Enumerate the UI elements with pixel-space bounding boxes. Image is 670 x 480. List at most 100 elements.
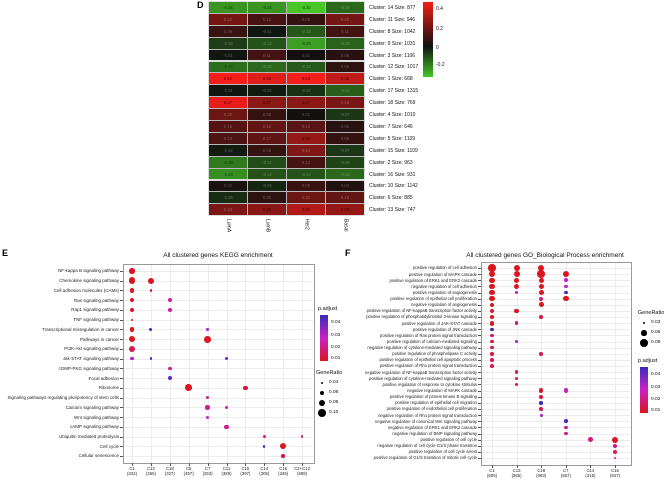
category-label: positive regulation of ERK1 and ERK2 cas… [389,277,477,283]
axis-tick [492,465,493,468]
enrichment-dot [489,277,495,283]
generatio-legend-label: 0.04 [329,380,339,385]
category-label: negative regulation of ERK1 and ERK2 cas… [387,424,477,430]
gridline [482,335,630,337]
axis-tick [120,417,123,419]
enrichment-dot [564,290,568,295]
axis-tick [615,465,616,468]
heatmap-cell: 0.23 [326,97,364,109]
heatmap-cluster-label: Cluster: 7 Size: 646 [369,123,413,130]
category-label: positive regulation of epithelial cell p… [390,296,477,302]
gridline [124,300,313,302]
category-label: positive regulation of response to cytok… [382,381,477,387]
enrichment-dot [168,366,172,371]
heatmap-cluster-label: Cluster: 5 Size: 1109 [369,135,416,142]
axis-tick [478,384,481,386]
axis-tick [478,366,481,368]
heatmap-cell: 0.53 [287,73,325,85]
enrichment-dot [564,278,568,283]
heatmap-cluster-label: Cluster: 11 Size: 946 [369,16,416,23]
heatmap-cell: 0.04 [326,180,364,192]
enrichment-dot [206,415,210,419]
cluster-axis-label: C18 (683) [536,468,547,478]
axis-tick [120,426,123,428]
axis-tick [120,329,123,331]
gridline [482,298,630,300]
generatio-legend-dot [318,409,326,417]
heatmap-cell: 0.08 [248,144,286,156]
heatmap-cell: -0.23 [209,168,247,180]
generatio-legend-label: 0.06 [329,390,339,395]
axis-tick [478,310,481,312]
gridline [492,263,493,464]
enrichment-dot [490,315,494,320]
enrichment-dot [129,307,135,313]
axis-tick [590,465,592,468]
enrichment-dot [513,271,520,278]
axis-tick [150,463,152,466]
enrichment-dot [488,264,496,272]
heatmap-cell: -0.07 [326,144,364,156]
gridline [482,433,630,435]
enrichment-dot [537,270,545,278]
heatmap-cluster-label: Cluster: 16 Size: 931 [369,171,416,178]
heatmap-cell: -0.01 [209,49,247,61]
gridline [516,263,518,464]
padjust-tick-label: 0.02 [651,397,661,402]
heatmap-cell: 0.45 [248,73,286,85]
enrichment-dot [128,277,136,285]
axis-tick [478,439,481,441]
heatmap-cell: 0.05 [326,49,364,61]
heatmap-cluster-label: Cluster: 17 Size: 1315 [369,88,419,95]
heatmap-cell: -0.01 [209,85,247,97]
panel-d-label: D [197,0,204,10]
heatmap-cluster-label: Cluster: 15 Size: 1109 [369,147,418,154]
heatmap-cluster-label: Cluster: 9 Size: 1031 [369,40,416,47]
category-label: negative regulation of NF-kappaB transcr… [365,369,477,375]
gridline [150,265,152,462]
gridline [124,329,313,331]
heatmap-cell: -0.14 [326,85,364,97]
heatmap-column-label: LumB [264,219,271,233]
heatmap-cell: 0.52 [209,73,247,85]
axis-tick [120,348,123,350]
axis-tick [478,280,481,282]
axis-tick [516,465,518,468]
enrichment-dot [490,352,494,356]
enrichment-dot [613,449,617,454]
cluster-axis-label: C7 (253) [202,466,213,476]
gridline [482,359,630,361]
axis-tick [565,465,567,468]
category-label: positive regulation of epithelial cell a… [379,357,477,363]
gridline [124,426,313,428]
category-label: positive regulation of phosphatidylinosi… [366,314,477,320]
axis-tick [478,304,481,306]
gridline [482,286,630,288]
axis-tick [478,292,481,294]
heatmap-column-label: Basal [342,219,349,232]
colorbar-tick-label: 0.2 [436,26,443,32]
gridline [482,304,630,306]
heatmap-cluster-label: Cluster: 14 Size: 877 [369,4,416,11]
heatmap-cell: 0.02 [209,180,247,192]
axis-tick [478,329,481,331]
gridline [482,366,630,368]
cluster-axis-label: C15 (397) [240,466,251,476]
generatio-legend-label: 0.09 [651,340,661,345]
heatmap-cell: 0.24 [287,144,325,156]
axis-tick [120,368,123,370]
heatmap-cell: -0.12 [287,168,325,180]
enrichment-dot [613,456,617,460]
category-label: Wnt signaling pathway [73,414,119,420]
padjust-tick-label: 0.04 [651,372,661,377]
axis-tick [478,335,481,337]
axis-tick [541,465,543,468]
axis-tick [120,300,123,302]
heatmap-cell: 0.18 [326,192,364,204]
enrichment-dot [224,424,229,430]
category-label: NF-kappa B signaling pathway [57,268,119,274]
heatmap-cell: -0.07 [326,109,364,120]
axis-tick [120,397,123,399]
enrichment-dot [129,288,135,293]
axis-tick [478,298,481,300]
